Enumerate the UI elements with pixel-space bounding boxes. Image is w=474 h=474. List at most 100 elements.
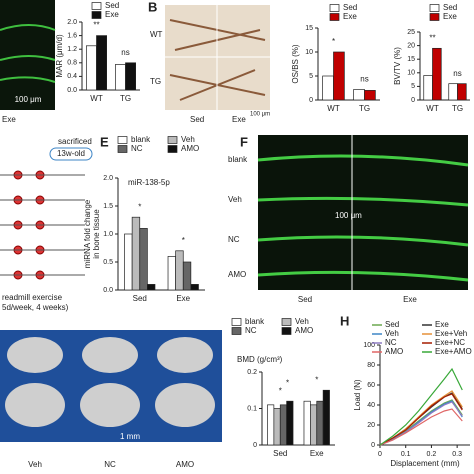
legend-label: Veh [181, 135, 195, 144]
scale-label: 100 μm [250, 112, 270, 118]
legend-label: Exe [105, 10, 119, 19]
bar [353, 89, 365, 101]
legend-swatch [91, 2, 102, 10]
line-series [379, 367, 463, 446]
label-lines [257, 154, 469, 282]
bar [139, 228, 148, 291]
x-tick-label: 0.2 [427, 451, 437, 458]
diagram-label: sacrificed [58, 137, 92, 146]
annotation: * [286, 378, 289, 387]
legend-label: NC [131, 144, 143, 153]
y-tick-label: 0.8 [67, 60, 77, 67]
bar [182, 261, 192, 291]
annotation: * [182, 236, 185, 245]
bar [124, 233, 133, 291]
x-tick-label: WT [327, 104, 340, 113]
row-label: blank [228, 155, 248, 164]
x-tick-label: Exe [310, 449, 324, 458]
y-tick-label: 0.4 [67, 73, 77, 80]
diagram-label: readmill exercise [2, 293, 63, 302]
y-axis-label: BV/TV (%) [393, 47, 402, 85]
bar [322, 75, 334, 101]
label-lines [0, 24, 56, 83]
y-tick-label: 0 [411, 97, 415, 104]
col-label: Sed [190, 115, 204, 124]
legend-label: Exe [443, 12, 457, 21]
y-tick-label: 5 [411, 83, 415, 90]
x-tick-label: TG [120, 94, 131, 103]
legend-label: Exe+NC [435, 338, 465, 347]
legend-label: Sed [343, 3, 357, 12]
panel-letter: F [240, 134, 248, 149]
y-axis-label: OS/BS (%) [291, 44, 300, 83]
x-tick-label: TG [359, 104, 370, 113]
legend-swatch [167, 136, 178, 144]
scale-label: 1 mm [120, 432, 140, 441]
chart-title: BMD (g/cm³) [237, 355, 283, 364]
row-label: NC [228, 235, 240, 244]
bar [147, 284, 156, 291]
x-tick-label: Exe [176, 294, 190, 303]
legend-swatch [117, 136, 128, 144]
y-tick-label: 2.0 [67, 19, 77, 26]
y-tick-label: 0 [309, 97, 313, 104]
legend-label: Exe [343, 12, 357, 21]
legend-swatch [281, 327, 292, 335]
y-tick-label: 15 [407, 56, 415, 63]
age-box [49, 147, 93, 161]
y-tick-label: 0 [371, 442, 375, 449]
bar [303, 400, 311, 446]
panel-letter: E [100, 134, 109, 149]
x-tick-label: Sed [133, 294, 147, 303]
y-axis-label: in bone tissue [92, 209, 101, 259]
bar [279, 404, 287, 446]
x-axis-label: Displacement (mm) [390, 459, 460, 468]
y-axis-label: Load (N) [353, 379, 362, 410]
bar [131, 216, 141, 291]
y-tick-label: 100 [363, 342, 375, 349]
bone-renders [5, 337, 215, 427]
x-tick-label: Sed [273, 449, 287, 458]
diagram-label: 5d/week, 4 weeks) [2, 303, 69, 312]
y-tick-label: 2.0 [103, 175, 113, 182]
row-label: AMO [228, 270, 246, 279]
bar [316, 400, 324, 446]
y-tick-label: 1.2 [67, 46, 77, 53]
x-tick-label: 0 [378, 451, 382, 458]
legend-swatch [117, 145, 128, 153]
annotation: * [138, 202, 141, 211]
legend-label: Veh [295, 317, 309, 326]
annotation: ns [360, 75, 368, 84]
x-tick-label: WT [90, 94, 103, 103]
bar [190, 284, 199, 291]
bar [432, 47, 442, 101]
line-series [379, 400, 463, 446]
annotation: ** [93, 21, 99, 30]
row-label: WT [150, 30, 163, 39]
line-series [379, 408, 463, 446]
diagram-label: 13w-old [57, 149, 85, 158]
col-label: Exe [232, 115, 246, 124]
col-label: NC [104, 460, 116, 469]
legend-label: NC [385, 338, 397, 347]
legend-swatch [231, 327, 242, 335]
annotation: ** [429, 33, 435, 42]
y-tick-label: 60 [367, 382, 375, 389]
annotation: * [315, 375, 318, 384]
legend-label: AMO [295, 326, 313, 335]
y-tick-label: 0.0 [67, 87, 77, 94]
legend-label: AMO [181, 144, 199, 153]
y-tick-label: 25 [407, 29, 415, 36]
y-tick-label: 0.2 [247, 369, 257, 376]
micrograph-a [0, 0, 55, 110]
bar [448, 83, 458, 101]
bar [267, 404, 275, 446]
y-tick-label: 5 [309, 73, 313, 80]
legend-label: NC [245, 326, 257, 335]
y-tick-label: 10 [305, 49, 313, 56]
chart-subtitle: miR-138-5p [128, 178, 170, 187]
legend-swatch [329, 4, 340, 12]
bar [114, 64, 126, 91]
legend-label: Veh [385, 329, 399, 338]
y-axis-label: miRNA fold change [83, 199, 92, 268]
